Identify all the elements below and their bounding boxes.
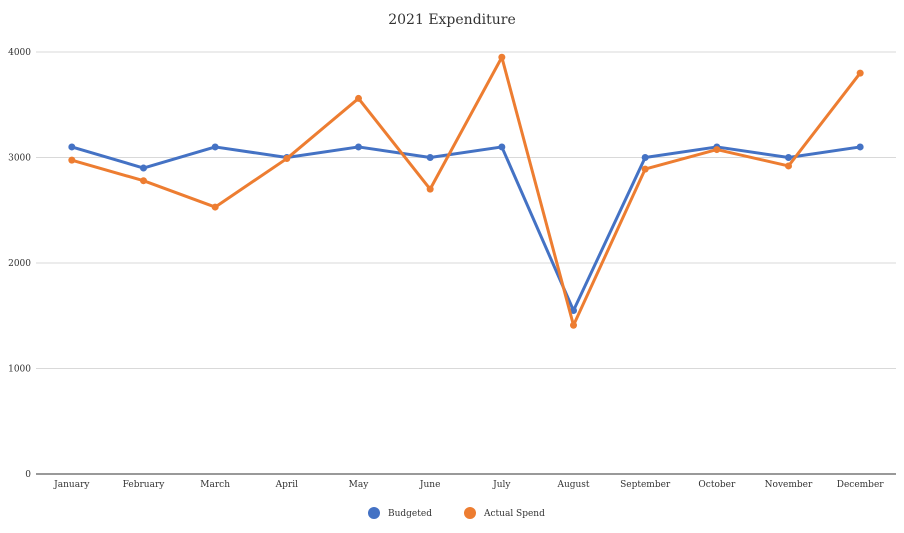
data-point [856,143,864,151]
legend-marker [464,507,476,519]
data-point [355,94,362,102]
data-point [283,155,291,163]
data-point [211,143,219,151]
series-line-budgeted [70,145,862,312]
x-tick-label: January [53,480,90,490]
x-tick-label: June [419,480,441,490]
y-tick-label: 1000 [8,365,31,375]
data-point [140,177,147,185]
x-tick-label: September [620,480,671,490]
y-tick-label: 2000 [8,259,31,269]
data-point [68,143,76,151]
x-tick-label: August [556,480,589,490]
series-line-actual-spend [70,55,862,327]
data-point [641,154,649,161]
x-tick-label: March [200,480,230,490]
x-tick-label: April [275,480,298,490]
data-point [355,143,362,151]
legend-label: Actual Spend [483,509,545,519]
data-point [641,165,649,173]
x-tick-label: May [349,480,370,490]
x-tick-label: July [492,480,511,490]
data-point [426,154,434,161]
data-point [498,53,506,61]
data-point [498,143,506,151]
data-point [570,306,577,314]
series-layer [68,53,864,329]
y-tick-label: 4000 [8,48,31,58]
legend-label: Budgeted [388,509,432,519]
data-point [785,154,792,161]
grid-layer [36,51,896,475]
axis-layer: 0 1000 2000 3000 4000 January February March Apr… [8,48,884,490]
x-tick-label: February [123,480,166,490]
data-point [785,162,792,170]
x-tick-label: November [765,480,813,490]
data-point [140,164,147,172]
x-tick-label: October [698,480,736,490]
chart-title: 2021 Expenditure [388,12,516,28]
data-point [211,203,219,211]
data-point [713,146,721,154]
y-tick-label: 3000 [8,154,31,164]
data-point [68,156,76,164]
y-tick-label: 0 [25,470,31,480]
data-point [856,69,864,77]
x-tick-label: December [837,480,885,490]
data-point [570,321,577,329]
legend: Budgeted Actual Spend [368,507,545,519]
data-point [426,185,434,193]
legend-marker [368,507,380,519]
